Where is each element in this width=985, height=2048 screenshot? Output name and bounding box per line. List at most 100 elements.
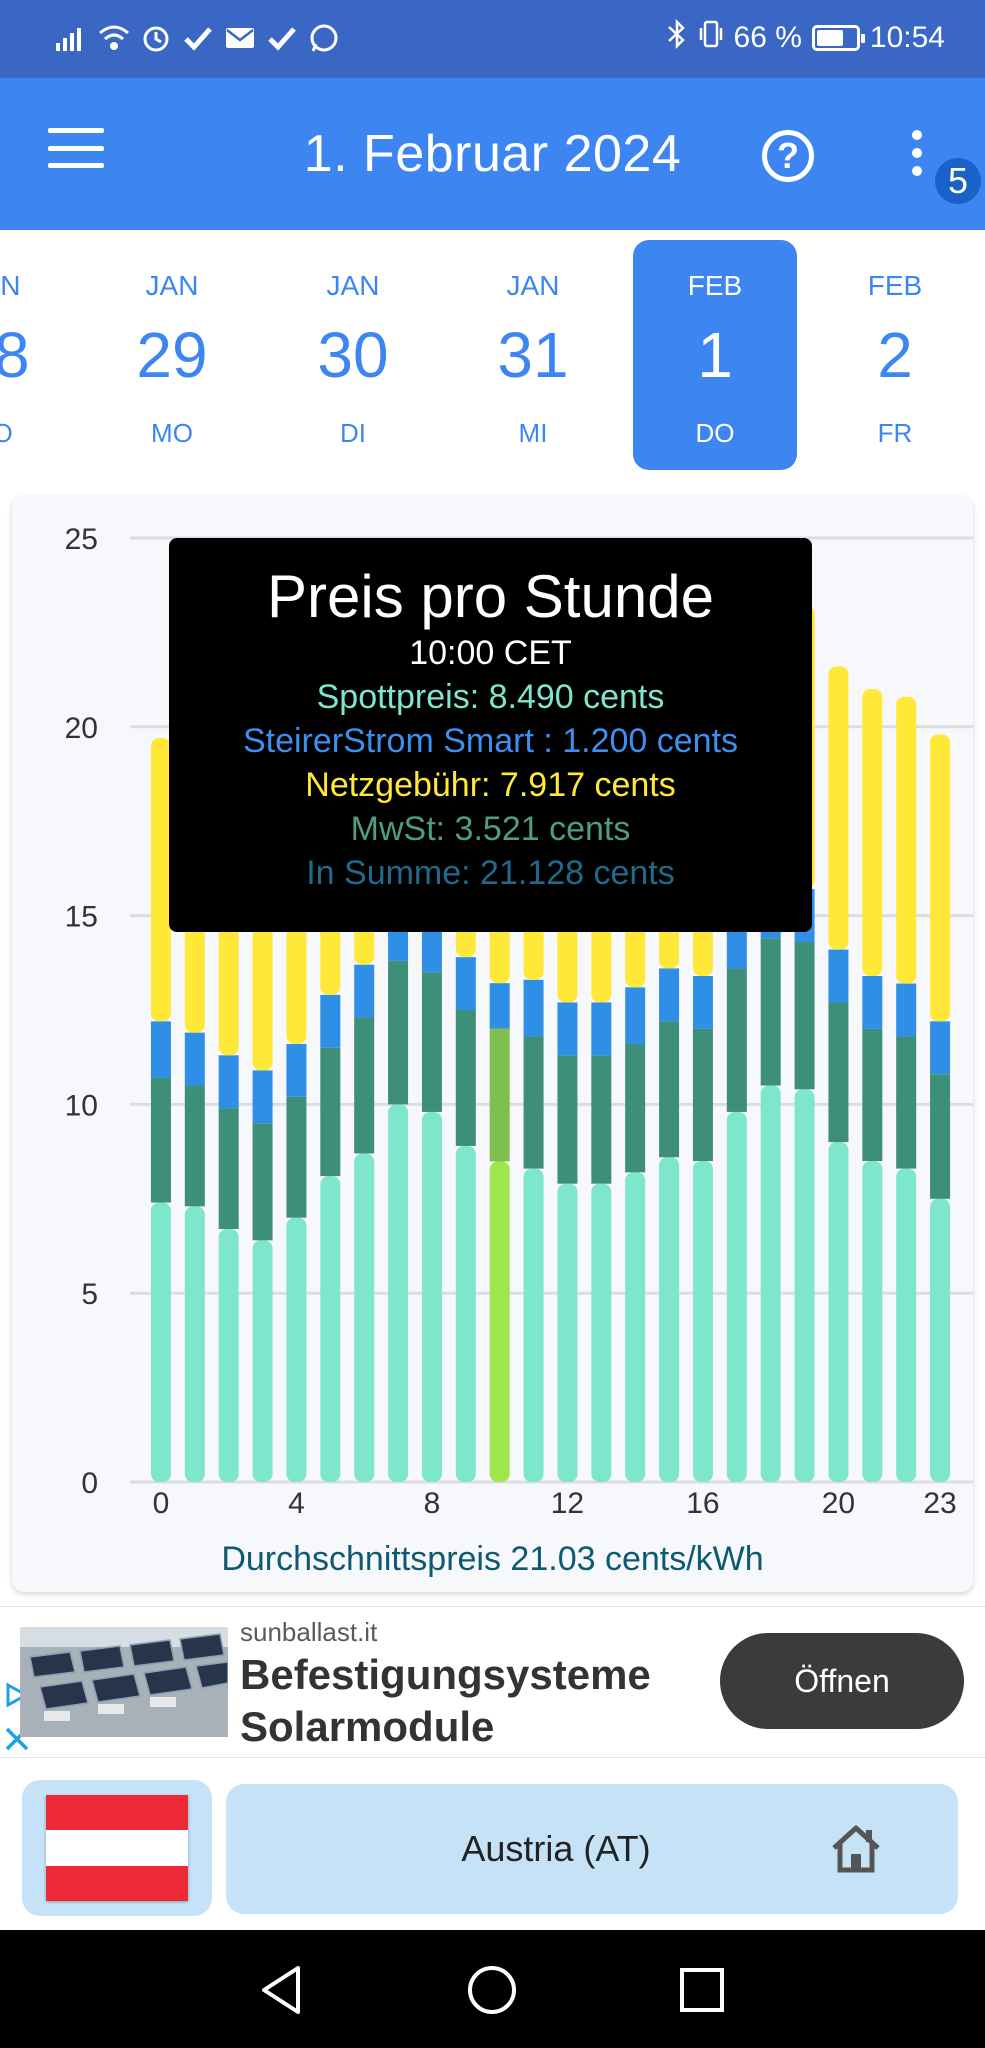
ad-open-button[interactable]: Öffnen: [720, 1633, 964, 1729]
bar-segment-spottpreis[interactable]: [760, 1085, 781, 1482]
bar-segment-mwst[interactable]: [896, 1036, 917, 1169]
bar-segment-steirerstrom-smart[interactable]: [320, 994, 341, 1048]
bar-segment-mwst[interactable]: [930, 1074, 951, 1199]
bar-hour-20[interactable]: [828, 666, 849, 1482]
bar-segment-steirerstrom-smart[interactable]: [286, 1043, 307, 1097]
bar-segment-mwst[interactable]: [523, 1036, 544, 1169]
date-item-jan-30[interactable]: JAN 30 DI: [271, 240, 435, 470]
help-icon[interactable]: ?: [762, 130, 814, 182]
bar-segment-spottpreis[interactable]: [489, 1161, 510, 1482]
page-title[interactable]: 1. Februar 2024: [303, 125, 682, 183]
bar-segment-mwst[interactable]: [659, 1021, 680, 1158]
date-item-jan-29[interactable]: JAN 29 MO: [90, 240, 254, 470]
back-icon[interactable]: [252, 1960, 312, 2020]
bar-segment-mwst[interactable]: [388, 960, 409, 1105]
bar-segment-spottpreis[interactable]: [692, 1161, 713, 1482]
country-flag-button[interactable]: [22, 1780, 212, 1916]
notification-badge[interactable]: 5: [935, 158, 981, 204]
bar-segment-spottpreis[interactable]: [794, 1089, 815, 1482]
bar-segment-spottpreis[interactable]: [320, 1176, 341, 1482]
bar-segment-spottpreis[interactable]: [659, 1157, 680, 1482]
region-selector[interactable]: Austria (AT): [226, 1784, 958, 1914]
bar-segment-netzgeb-hr[interactable]: [862, 689, 883, 977]
bar-hour-0[interactable]: [150, 738, 171, 1482]
bar-segment-mwst[interactable]: [828, 1002, 849, 1143]
bar-segment-spottpreis[interactable]: [625, 1172, 646, 1482]
bar-segment-steirerstrom-smart[interactable]: [591, 1002, 612, 1056]
bar-segment-spottpreis[interactable]: [828, 1142, 849, 1482]
bar-segment-mwst[interactable]: [692, 1028, 713, 1162]
ad-title[interactable]: Befestigungsysteme Solarmodule: [240, 1651, 651, 1750]
date-strip[interactable]: JAN 28 SO JAN 29 MO JAN 30 DI JAN 31 MI …: [0, 230, 985, 480]
ad-banner[interactable]: sunballast.it Befestigungsysteme Solarmo…: [0, 1606, 985, 1758]
bar-hour-22[interactable]: [896, 696, 917, 1482]
bar-segment-spottpreis[interactable]: [286, 1217, 307, 1482]
bar-segment-steirerstrom-smart[interactable]: [862, 976, 883, 1029]
bar-segment-spottpreis[interactable]: [218, 1229, 239, 1482]
bar-segment-steirerstrom-smart[interactable]: [252, 1070, 273, 1124]
bar-segment-mwst[interactable]: [557, 1055, 578, 1184]
bar-segment-steirerstrom-smart[interactable]: [354, 964, 375, 1018]
bar-segment-netzgeb-hr[interactable]: [930, 734, 951, 1022]
bar-segment-spottpreis[interactable]: [591, 1183, 612, 1482]
bar-segment-mwst[interactable]: [252, 1123, 273, 1241]
date-item-jan-28[interactable]: JAN 28 SO: [0, 240, 76, 470]
bar-segment-spottpreis[interactable]: [557, 1183, 578, 1482]
bar-segment-spottpreis[interactable]: [523, 1168, 544, 1482]
bar-segment-spottpreis[interactable]: [726, 1111, 747, 1482]
bar-segment-mwst[interactable]: [591, 1055, 612, 1184]
bar-segment-steirerstrom-smart[interactable]: [557, 1002, 578, 1056]
bar-segment-spottpreis[interactable]: [150, 1202, 171, 1482]
bar-segment-mwst[interactable]: [354, 1017, 375, 1154]
bar-segment-steirerstrom-smart[interactable]: [218, 1055, 239, 1109]
bar-segment-steirerstrom-smart[interactable]: [930, 1021, 951, 1075]
bar-segment-mwst[interactable]: [760, 938, 781, 1086]
bar-segment-steirerstrom-smart[interactable]: [184, 1032, 205, 1086]
bar-segment-mwst[interactable]: [455, 1010, 476, 1146]
bar-segment-mwst[interactable]: [421, 972, 442, 1112]
bar-segment-steirerstrom-smart[interactable]: [489, 983, 510, 1029]
bar-segment-spottpreis[interactable]: [184, 1206, 205, 1482]
bar-segment-spottpreis[interactable]: [930, 1198, 951, 1482]
bar-segment-spottpreis[interactable]: [455, 1145, 476, 1482]
bar-segment-mwst[interactable]: [794, 942, 815, 1090]
bar-segment-spottpreis[interactable]: [354, 1153, 375, 1482]
date-item-feb-2[interactable]: FEB 2 FR: [813, 240, 977, 470]
bar-segment-mwst[interactable]: [625, 1043, 646, 1173]
more-vert-icon[interactable]: [910, 130, 924, 176]
bar-segment-mwst[interactable]: [489, 1028, 510, 1162]
bar-segment-steirerstrom-smart[interactable]: [692, 976, 713, 1029]
bar-segment-netzgeb-hr[interactable]: [828, 666, 849, 950]
bar-hour-23[interactable]: [930, 734, 951, 1482]
bar-segment-steirerstrom-smart[interactable]: [421, 926, 442, 973]
bar-segment-netzgeb-hr[interactable]: [150, 738, 171, 1022]
bar-segment-steirerstrom-smart[interactable]: [896, 983, 917, 1037]
bar-segment-steirerstrom-smart[interactable]: [625, 987, 646, 1044]
bar-segment-mwst[interactable]: [286, 1096, 307, 1218]
bar-segment-steirerstrom-smart[interactable]: [828, 949, 849, 1003]
bar-hour-21[interactable]: [862, 689, 883, 1482]
bar-segment-mwst[interactable]: [726, 968, 747, 1112]
bar-segment-steirerstrom-smart[interactable]: [455, 957, 476, 1010]
bar-segment-mwst[interactable]: [320, 1047, 341, 1177]
bar-segment-spottpreis[interactable]: [421, 1111, 442, 1482]
bar-segment-netzgeb-hr[interactable]: [896, 696, 917, 984]
bar-segment-spottpreis[interactable]: [896, 1168, 917, 1482]
home-icon[interactable]: [826, 1818, 886, 1878]
bar-segment-spottpreis[interactable]: [862, 1161, 883, 1482]
ad-image[interactable]: [20, 1627, 228, 1737]
bar-segment-mwst[interactable]: [150, 1077, 171, 1203]
bar-segment-mwst[interactable]: [218, 1108, 239, 1230]
hamburger-menu-icon[interactable]: [48, 128, 104, 168]
bar-segment-spottpreis[interactable]: [388, 1104, 409, 1482]
recents-icon[interactable]: [672, 1960, 732, 2020]
bar-segment-mwst[interactable]: [862, 1028, 883, 1162]
bar-segment-mwst[interactable]: [184, 1085, 205, 1207]
bar-segment-spottpreis[interactable]: [252, 1240, 273, 1482]
date-item-feb-1[interactable]: FEB 1 DO: [633, 240, 797, 470]
bar-segment-steirerstrom-smart[interactable]: [523, 979, 544, 1037]
bar-segment-steirerstrom-smart[interactable]: [150, 1021, 171, 1078]
home-circle-icon[interactable]: [462, 1960, 522, 2020]
bar-segment-steirerstrom-smart[interactable]: [659, 968, 680, 1022]
date-item-jan-31[interactable]: JAN 31 MI: [451, 240, 615, 470]
